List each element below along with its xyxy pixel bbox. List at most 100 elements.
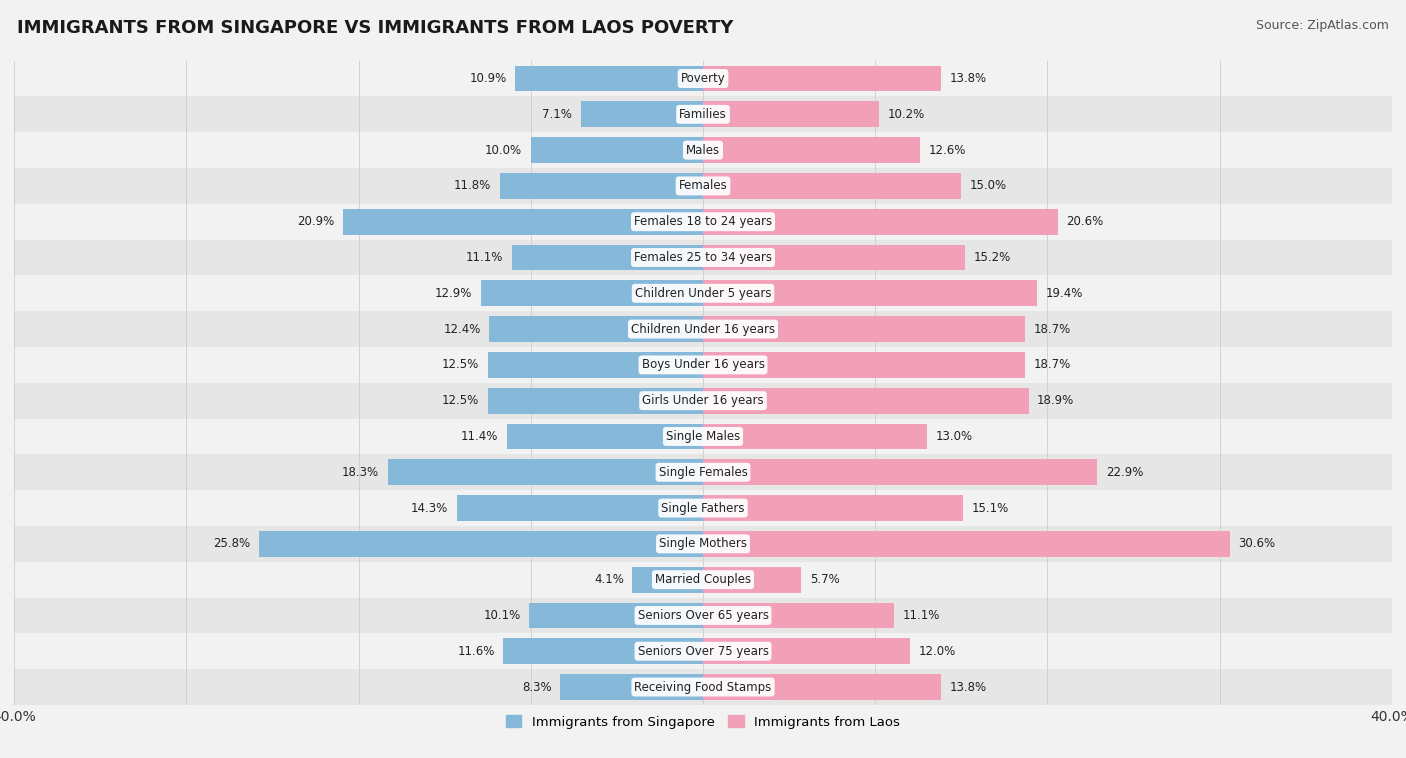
Text: Children Under 16 years: Children Under 16 years [631,323,775,336]
Bar [703,531,1230,556]
Text: Families: Families [679,108,727,121]
Text: Single Females: Single Females [658,465,748,479]
Text: 10.9%: 10.9% [470,72,506,85]
Bar [14,132,1392,168]
Text: 19.4%: 19.4% [1046,287,1083,300]
Text: 18.9%: 18.9% [1038,394,1074,407]
Bar [703,424,927,449]
Bar [388,459,703,485]
Bar [515,66,703,92]
Bar [703,137,920,163]
Bar [14,96,1392,132]
Text: 11.4%: 11.4% [461,430,498,443]
Text: 30.6%: 30.6% [1239,537,1275,550]
Bar [481,280,703,306]
Text: 12.0%: 12.0% [918,645,956,658]
Bar [633,567,703,593]
Bar [703,208,1057,235]
Bar [512,245,703,271]
Text: Source: ZipAtlas.com: Source: ZipAtlas.com [1256,19,1389,32]
Text: Boys Under 16 years: Boys Under 16 years [641,359,765,371]
Text: 8.3%: 8.3% [522,681,551,694]
Text: 15.1%: 15.1% [972,502,1010,515]
Bar [457,495,703,521]
Text: 18.7%: 18.7% [1033,323,1071,336]
Bar [14,562,1392,597]
Bar [703,674,941,700]
Text: 12.5%: 12.5% [441,394,479,407]
Text: Females 25 to 34 years: Females 25 to 34 years [634,251,772,264]
Text: Females 18 to 24 years: Females 18 to 24 years [634,215,772,228]
Bar [703,495,963,521]
Text: 12.6%: 12.6% [928,143,966,157]
Text: 10.1%: 10.1% [484,609,520,622]
Bar [531,137,703,163]
Bar [703,459,1098,485]
Text: Children Under 5 years: Children Under 5 years [634,287,772,300]
Bar [343,208,703,235]
Text: Married Couples: Married Couples [655,573,751,586]
Bar [14,490,1392,526]
Bar [703,66,941,92]
Text: 11.6%: 11.6% [457,645,495,658]
Bar [703,388,1029,414]
Text: 25.8%: 25.8% [212,537,250,550]
Bar [703,173,962,199]
Bar [703,603,894,628]
Bar [703,102,879,127]
Text: Seniors Over 75 years: Seniors Over 75 years [637,645,769,658]
Bar [506,424,703,449]
Text: 10.2%: 10.2% [887,108,925,121]
Text: 13.8%: 13.8% [949,681,987,694]
Legend: Immigrants from Singapore, Immigrants from Laos: Immigrants from Singapore, Immigrants fr… [501,709,905,734]
Bar [14,204,1392,240]
Text: Poverty: Poverty [681,72,725,85]
Text: 4.1%: 4.1% [593,573,624,586]
Bar [499,173,703,199]
Bar [14,312,1392,347]
Bar [14,634,1392,669]
Text: 13.8%: 13.8% [949,72,987,85]
Text: Single Mothers: Single Mothers [659,537,747,550]
Bar [14,275,1392,312]
Bar [14,168,1392,204]
Bar [14,383,1392,418]
Bar [14,597,1392,634]
Bar [14,526,1392,562]
Bar [259,531,703,556]
Bar [529,603,703,628]
Text: 10.0%: 10.0% [485,143,522,157]
Bar [703,638,910,664]
Bar [488,352,703,377]
Bar [489,316,703,342]
Text: 18.3%: 18.3% [342,465,380,479]
Text: Males: Males [686,143,720,157]
Text: 12.4%: 12.4% [443,323,481,336]
Bar [581,102,703,127]
Bar [703,352,1025,377]
Bar [503,638,703,664]
Text: 13.0%: 13.0% [935,430,973,443]
Text: 11.1%: 11.1% [465,251,503,264]
Text: 11.1%: 11.1% [903,609,941,622]
Bar [703,567,801,593]
Text: 20.6%: 20.6% [1066,215,1104,228]
Text: 22.9%: 22.9% [1107,465,1143,479]
Bar [703,245,965,271]
Text: 20.9%: 20.9% [297,215,335,228]
Text: Females: Females [679,180,727,193]
Text: 5.7%: 5.7% [810,573,839,586]
Text: 14.3%: 14.3% [411,502,449,515]
Text: Girls Under 16 years: Girls Under 16 years [643,394,763,407]
Bar [14,454,1392,490]
Text: Single Fathers: Single Fathers [661,502,745,515]
Text: 7.1%: 7.1% [543,108,572,121]
Bar [703,316,1025,342]
Text: Single Males: Single Males [666,430,740,443]
Text: IMMIGRANTS FROM SINGAPORE VS IMMIGRANTS FROM LAOS POVERTY: IMMIGRANTS FROM SINGAPORE VS IMMIGRANTS … [17,19,734,37]
Bar [14,347,1392,383]
Text: 12.5%: 12.5% [441,359,479,371]
Text: 18.7%: 18.7% [1033,359,1071,371]
Bar [560,674,703,700]
Bar [14,61,1392,96]
